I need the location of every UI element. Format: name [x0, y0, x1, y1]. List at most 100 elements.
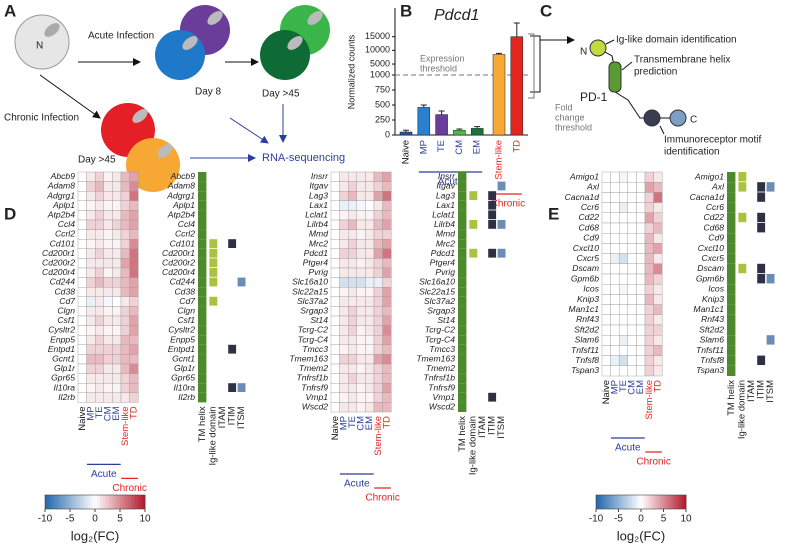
gene-label: Il10ra [54, 382, 76, 392]
heat-cell [382, 335, 392, 346]
heat-cell [330, 171, 340, 182]
heat-cell [94, 277, 104, 288]
heat-cell [601, 202, 611, 214]
heat-cell [77, 200, 87, 211]
chronic-label: Chronic Infection [4, 113, 79, 124]
heat-cell [94, 219, 104, 230]
gene-label: Cxcl10 [573, 243, 599, 253]
heat-cell [339, 277, 349, 288]
gene-label: Tnfrsf9 [301, 382, 328, 392]
gene-label: Csf1 [57, 315, 75, 325]
heat-cell [610, 345, 620, 356]
colorbar-step [629, 495, 633, 509]
column-label: MP [609, 380, 620, 394]
gene-label: Pdcd1 [431, 248, 456, 258]
annotation-cell [458, 181, 467, 192]
colorbar-step [652, 495, 655, 509]
heat-cell [373, 171, 383, 182]
gene-label: Cd200r4 [162, 267, 195, 277]
error-bar [456, 128, 463, 131]
heat-cell [86, 392, 96, 403]
colorbar-step [87, 495, 91, 509]
heat-cell [610, 314, 620, 326]
heat-cell [86, 219, 96, 230]
heat-cell [382, 238, 392, 249]
column-label: EM [364, 416, 375, 430]
annotation-label: ITSM [496, 416, 507, 439]
heat-cell [103, 181, 113, 192]
colorbar-step [112, 495, 116, 509]
gene-label: Itgav [436, 181, 455, 191]
heat-cell [365, 238, 375, 249]
heat-cell [356, 383, 366, 394]
heat-cell [636, 232, 646, 244]
heat-cell [348, 325, 358, 336]
gene-label: Il2rb [58, 392, 75, 402]
gene-label: Tnfsf11 [571, 345, 599, 355]
heat-cell [636, 304, 646, 316]
colorbar-step [142, 495, 146, 509]
heat-cell [382, 277, 392, 288]
heat-cell [619, 181, 629, 193]
heat-cell [601, 355, 611, 367]
heat-cell [348, 373, 358, 384]
annotation-cell [488, 248, 497, 258]
heat-cell [382, 248, 392, 259]
heat-cell [94, 200, 104, 211]
heat-cell [610, 273, 620, 285]
heat-cell [94, 267, 104, 278]
heat-cell [86, 200, 96, 211]
heat-cell [356, 219, 366, 230]
motif-label: Immunoreceptor motif [664, 135, 761, 146]
gene-label: Vmp1 [306, 392, 329, 402]
heat-cell [77, 229, 87, 240]
heat-cell [619, 232, 629, 244]
y-tick-label: 10000 [365, 45, 390, 55]
annotation-cell [738, 172, 747, 182]
heat-cell [339, 287, 349, 298]
heat-cell [348, 238, 358, 249]
heat-cell [77, 267, 87, 278]
colorbar-step [95, 495, 98, 509]
nucleus [287, 36, 303, 50]
y-tick-label: 5000 [370, 58, 390, 68]
gene-label: Lclat1 [432, 209, 455, 219]
colorbar-step [623, 495, 626, 509]
heat-cell [356, 373, 366, 384]
annotation-cell [198, 316, 207, 326]
heat-cell [330, 248, 340, 259]
heat-cell [120, 229, 130, 240]
heat-cell [86, 190, 96, 201]
heat-cell [86, 325, 96, 336]
heat-cell [373, 248, 383, 259]
gene-label: Cd101 [170, 238, 196, 248]
column-label: TD [381, 416, 392, 429]
heat-cell [86, 248, 96, 259]
heat-cell [356, 248, 366, 259]
heat-cell [330, 335, 340, 346]
heat-cell [103, 258, 113, 269]
heat-cell [636, 335, 646, 346]
heat-cell [112, 229, 122, 240]
heat-cell [339, 392, 349, 403]
heat-cell [356, 325, 366, 336]
heat-cell [348, 363, 358, 374]
colorbar-step [638, 495, 642, 509]
heat-cell [601, 263, 611, 275]
annotation-cell [469, 248, 478, 258]
gene-label: Glp1r [174, 363, 196, 373]
heat-cell [627, 232, 637, 244]
x-tick-label: EM [472, 140, 483, 154]
colorbar-step [668, 495, 671, 509]
heat-cell [382, 287, 392, 298]
y-tick-label: 15000 [365, 31, 390, 41]
heat-cell [373, 383, 383, 394]
tm-label: prediction [634, 67, 677, 78]
y-tick-label: 1000 [370, 69, 390, 79]
heat-cell [365, 219, 375, 230]
colorbar-tick-label: 5 [117, 514, 123, 525]
gene-label: Atp2b4 [167, 209, 195, 219]
heat-cell [77, 258, 87, 269]
gene-label: Cd200r2 [162, 257, 195, 267]
heat-cell [339, 306, 349, 317]
